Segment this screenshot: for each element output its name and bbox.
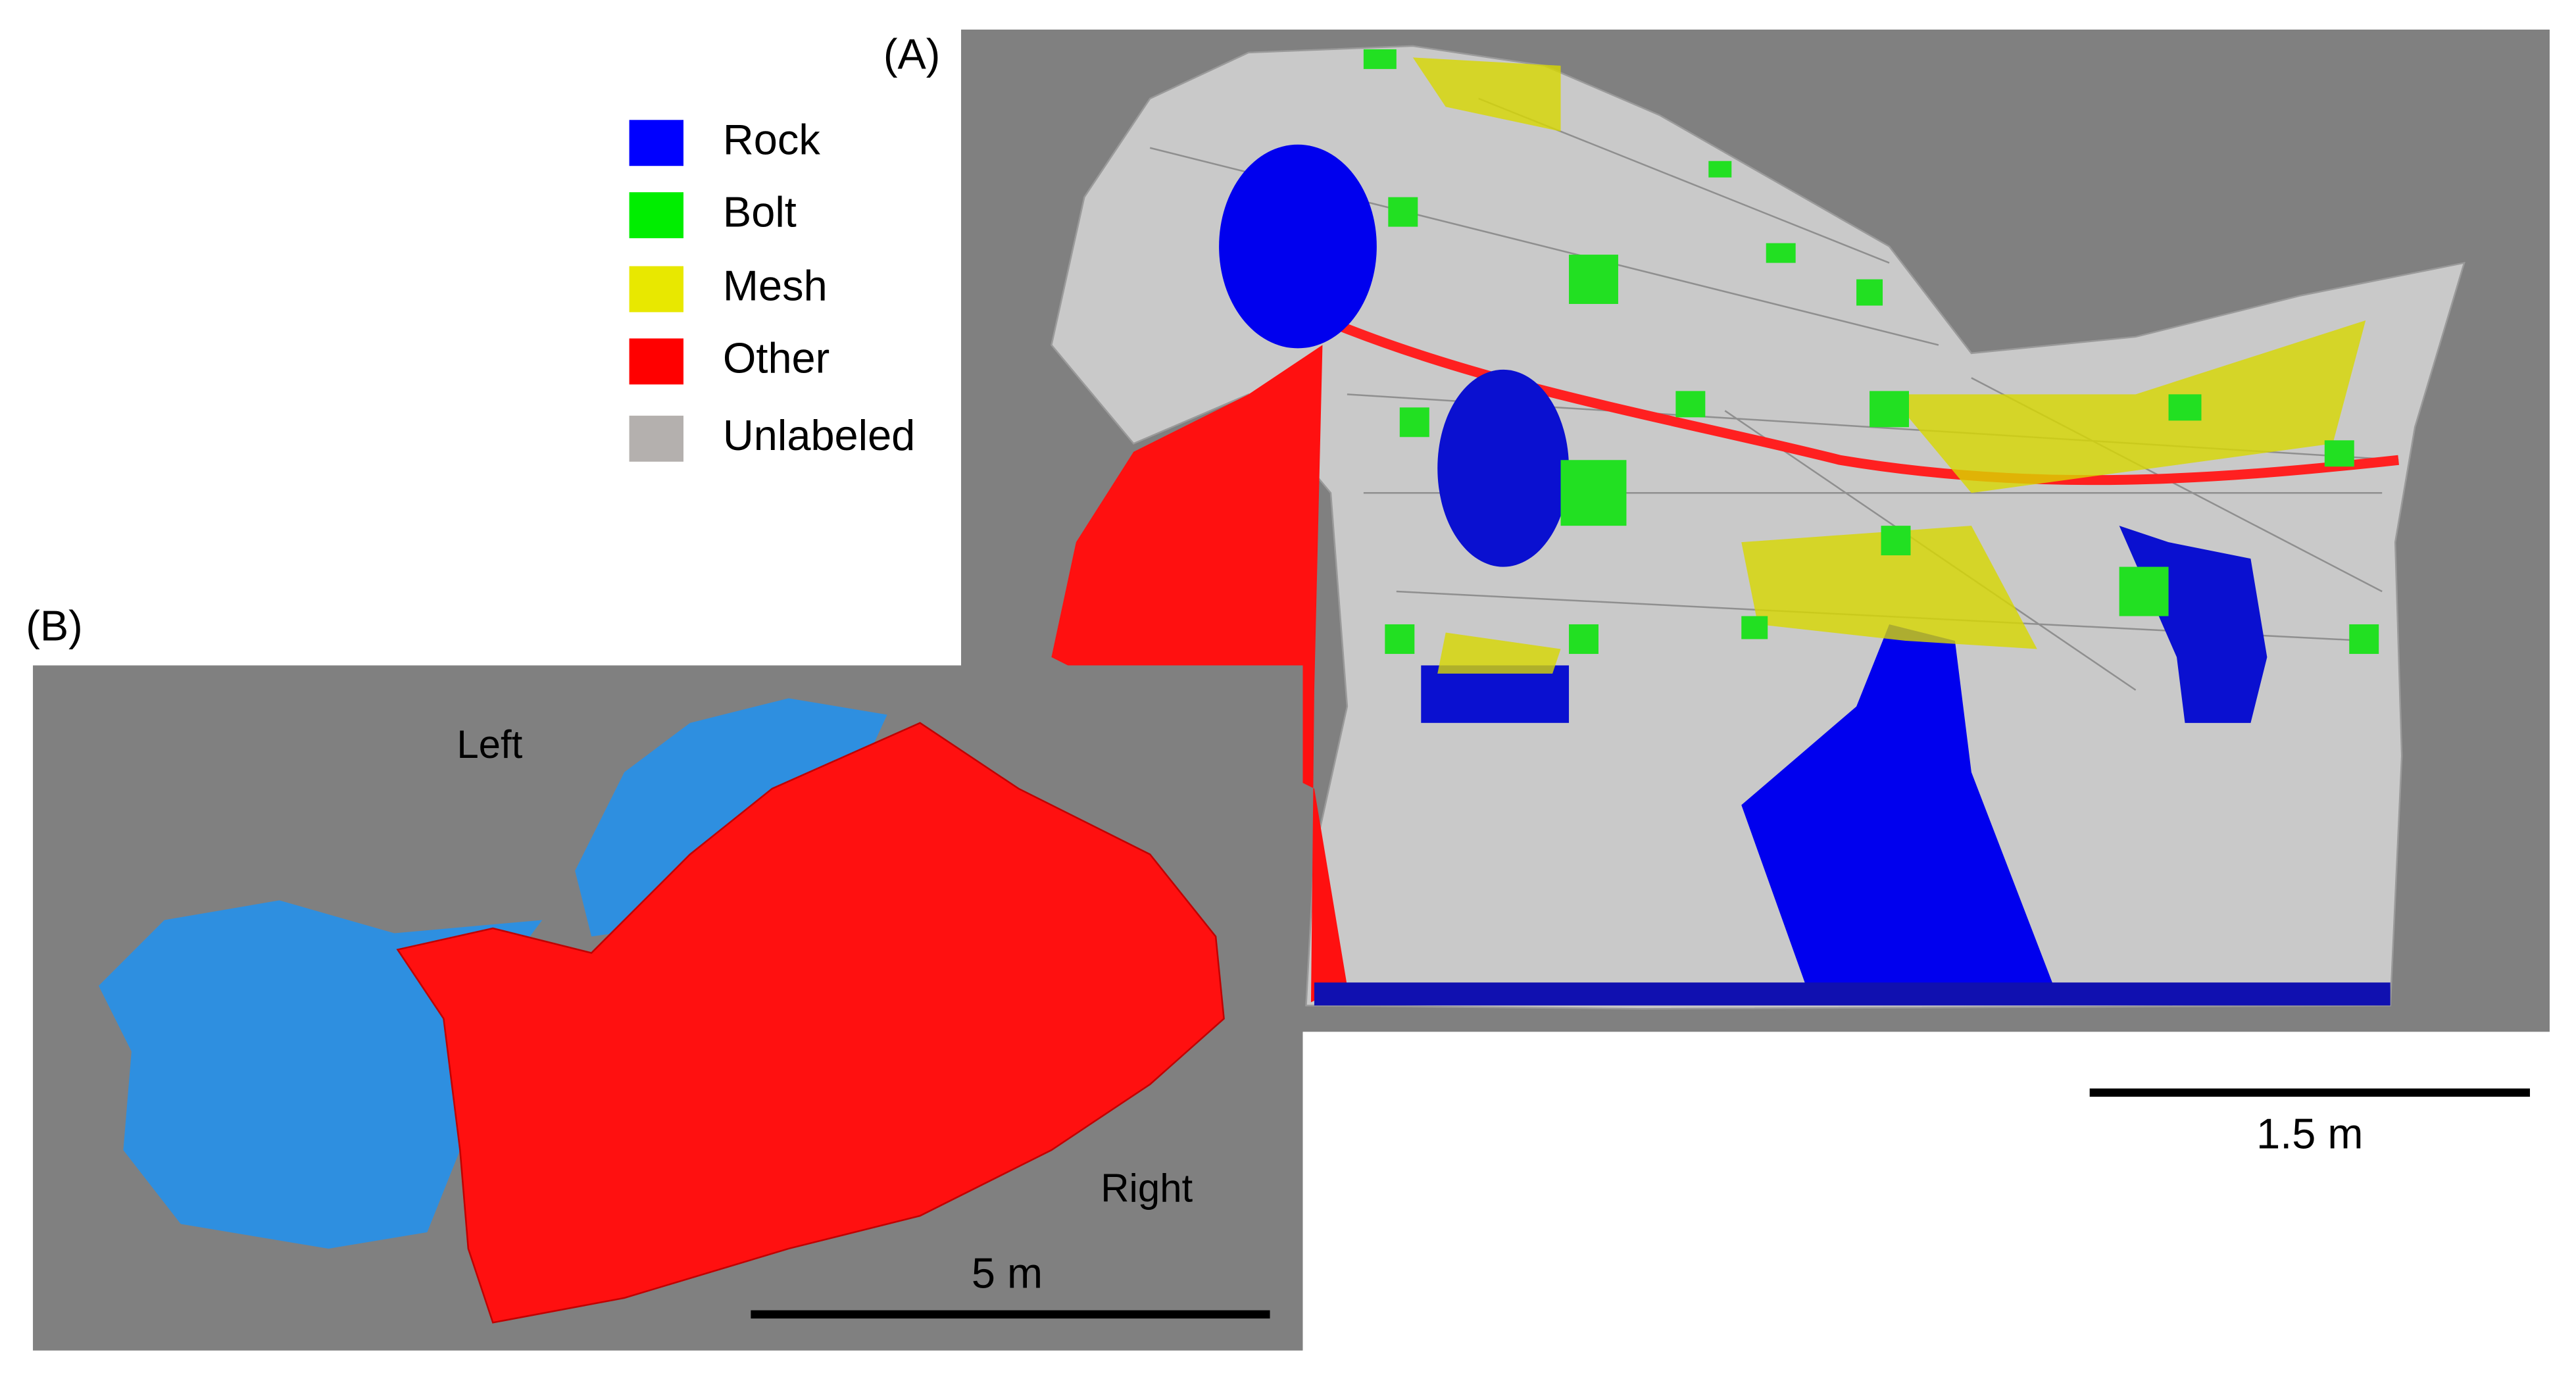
rock-region (1219, 144, 1377, 349)
legend: Rock Bolt Mesh Other Unlabeled (629, 115, 915, 462)
left-label: Left (457, 722, 522, 766)
legend-swatch (629, 192, 683, 239)
unlabeled-surface (1051, 45, 2465, 1010)
legend-label: Unlabeled (723, 411, 915, 459)
rock-region (1421, 665, 1570, 723)
legend-label: Bolt (723, 188, 797, 236)
rock-region (1314, 982, 2390, 1006)
bolt-markers (1363, 49, 2379, 654)
rock-region (1437, 369, 1570, 567)
legend-swatch (629, 415, 683, 462)
scale-bar-label: 5 m (972, 1249, 1043, 1297)
right-label: Right (1101, 1166, 1193, 1210)
other-region (396, 722, 1225, 1324)
legend-swatch (629, 120, 683, 166)
rock-region (1741, 624, 2054, 989)
panel-a-label: (A) (883, 30, 941, 78)
scale-bar-label: 1.5 m (2256, 1109, 2363, 1157)
legend-label: Mesh (723, 262, 828, 310)
legend-swatch (629, 266, 683, 312)
panel-b-label: (B) (26, 602, 83, 650)
legend-label: Other (723, 334, 830, 382)
rock-region (575, 698, 887, 937)
legend-label: Rock (723, 115, 820, 163)
legend-swatch (629, 338, 683, 385)
